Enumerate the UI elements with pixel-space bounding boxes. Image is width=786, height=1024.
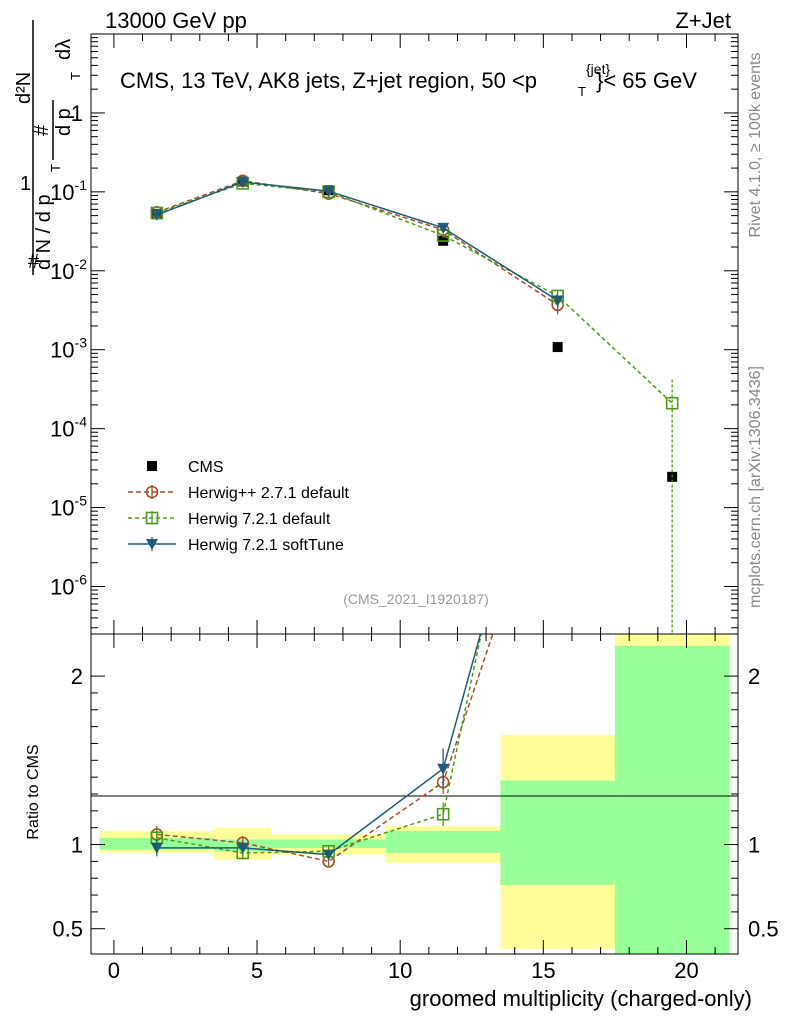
main-panel: 1 10-1 10-2 10-3 10-4 10-5 10-6 CMS, 13 TeV, A… [50,33,739,635]
title-main: CMS, 13 TeV, AK8 jets, Z+jet region, 50 … [120,68,537,93]
ylabel-d2N: d²N [13,72,35,104]
xtick-label: 0 [108,958,120,983]
main-ytick-label: 10-3 [50,335,87,363]
series-1 [150,174,564,315]
ratio-series-1 [150,634,482,860]
legend-marker [145,511,159,525]
plot-title: CMS, 13 TeV, AK8 jets, Z+jet region, 50 … [120,68,537,93]
ratio-point [236,842,249,854]
legend-label: Herwig 7.2.1 default [188,511,331,528]
ratio-ytick-label-right: 1 [748,833,760,858]
legend-label: Herwig++ 2.7.1 default [188,485,350,502]
legend-label: Herwig 7.2.1 softTune [188,537,344,554]
ratio-axis-ticks: 0.5 0.51 12 20 5 10 15 20 [52,634,779,983]
ratio-uncertainty-bands [99,634,730,954]
main-ytick-label: 10-4 [50,414,87,442]
title-tail: }< 65 GeV [596,68,697,93]
xtick-label: 10 [388,958,412,983]
xtick-label: 20 [674,958,698,983]
ylabel-dN-over-dpT: d N / d p [33,194,55,270]
data-point [150,209,163,221]
ratio-y-axis-label: Ratio to CMS [25,744,42,839]
xtick-label: 5 [251,958,263,983]
mcplots-label: mcplots.cern.ch [arXiv:1306.3436] [747,366,764,608]
ratio-series [150,634,494,868]
ylabel-one: 1 [20,173,31,195]
data-point [552,342,563,353]
series-line [156,181,559,302]
band-green [614,645,730,954]
ratio-ytick-label-left: 0.5 [52,917,83,942]
ratio-point [150,842,163,854]
main-ytick-label: 10-1 [50,177,87,205]
legend-label: CMS [188,459,224,476]
header-right-label: Z+Jet [675,8,731,33]
ratio-panel: 0.5 0.51 12 20 5 10 15 20 [52,633,779,983]
data-point [665,396,679,410]
ylabel-T2: T [68,72,83,80]
main-ytick-label: 1 [71,101,83,126]
ratio-ytick-label-left: 2 [71,664,83,689]
ylabel-dpT: d p [53,108,75,136]
main-ytick-label: 10-5 [50,493,87,521]
rivet-version-label: Rivet 4.1.0, ≥ 100k events [747,53,764,238]
band-green [271,839,386,848]
data-point [551,295,564,307]
data-point [322,186,335,198]
legend-marker [146,539,158,550]
ratio-frame [90,633,739,955]
data-point [437,222,450,234]
title-superscript: {jet} [586,61,610,77]
header-left-label: 13000 GeV pp [105,8,247,33]
series-line [156,182,673,404]
legend-marker [147,461,157,471]
ratio-point [437,763,450,775]
series-3 [150,177,564,308]
ratio-point [322,849,335,861]
ylabel-T: T [48,164,63,172]
series-line [156,180,559,306]
main-ytick-label: 10-6 [50,571,87,599]
ratio-ytick-label-right: 2 [748,664,760,689]
main-series [150,174,679,634]
series-0 [151,176,678,482]
ylabel-hash2: # [31,124,53,136]
ratio-ytick-label-right: 0.5 [748,917,779,942]
band-green [500,780,615,885]
main-ytick-label: 10-2 [50,256,87,284]
xtick-label: 15 [531,958,555,983]
legend-marker [145,485,159,499]
ratio-series-0 [150,634,494,868]
main-y-axis-label: # 1 d N / d p T # d²N d p T dλ [13,20,83,275]
ratio-ytick-label-left: 1 [71,833,83,858]
band-green [385,831,501,853]
title-subscript: T [578,84,586,99]
main-axis-ticks: 1 10-1 10-2 10-3 10-4 10-5 10-6 [50,34,738,634]
ratio-series-2 [150,634,482,861]
x-axis-label: groomed multiplicity (charged-only) [410,986,752,1011]
ylabel-hash: # [28,251,40,273]
analysis-id-label: (CMS_2021_I1920187) [343,591,489,607]
ratio-line [156,634,494,863]
data-point [236,177,249,189]
ratio-line [156,634,482,854]
legend: CMS Herwig++ 2.7.1 default Herwig 7.2.1 de… [128,459,350,554]
ratio-point [436,807,450,821]
ylabel-dlambda: dλ [53,39,75,60]
